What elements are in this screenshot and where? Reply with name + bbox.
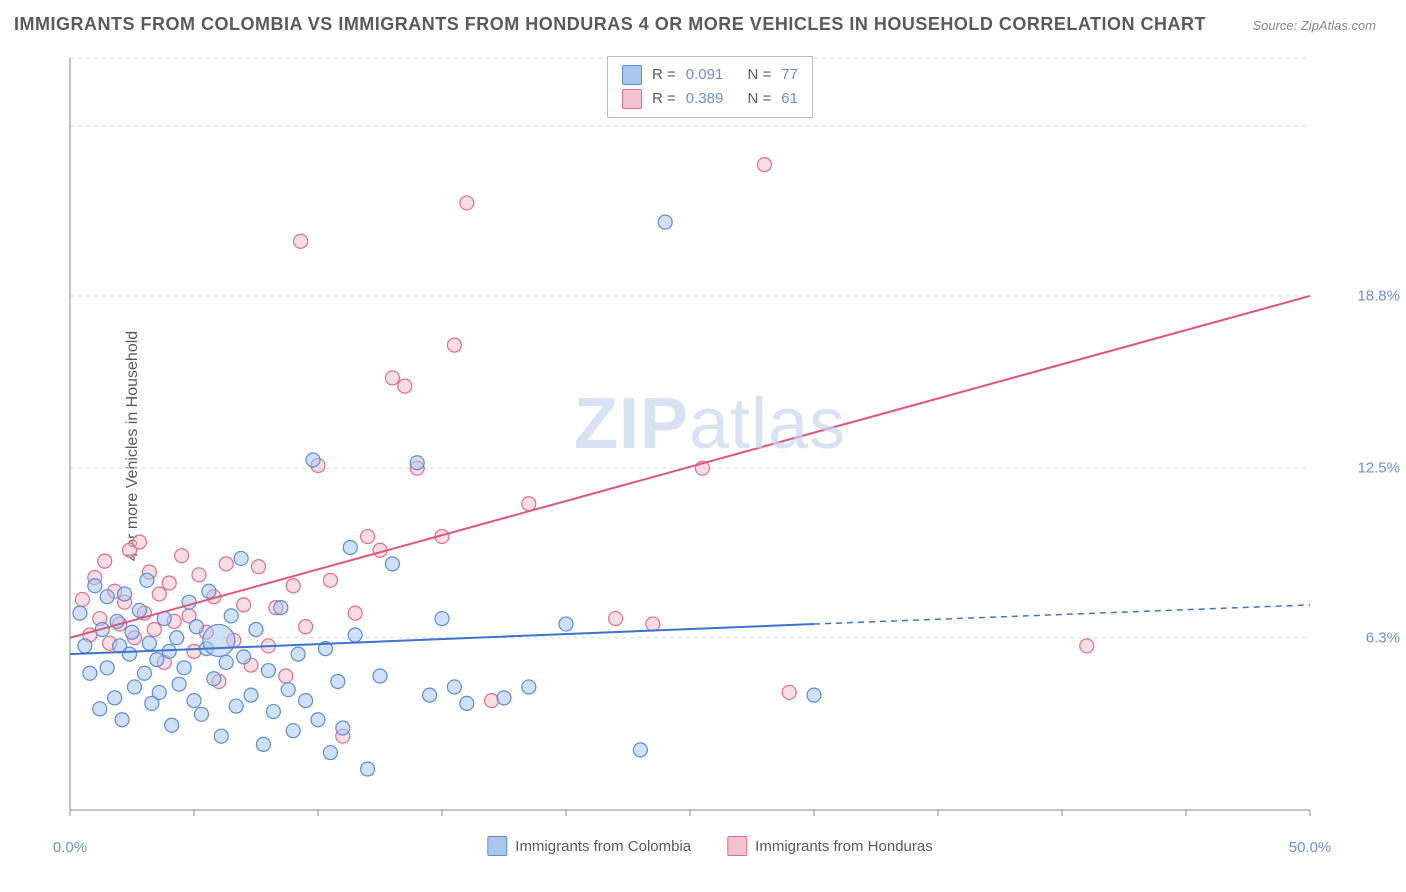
n-label: N =	[748, 87, 772, 111]
n-label: N =	[748, 63, 772, 87]
r-value-honduras: 0.389	[686, 87, 724, 111]
y-tick-label: 18.8%	[1357, 287, 1400, 304]
r-value-colombia: 0.091	[686, 63, 724, 87]
swatch-colombia	[622, 65, 642, 85]
x-tick-label: 50.0%	[1289, 839, 1332, 856]
scatter-chart: ZIPatlas R = 0.091 N = 77 R = 0.389 N = …	[60, 50, 1360, 830]
legend-label-honduras: Immigrants from Honduras	[755, 838, 933, 855]
n-value-colombia: 77	[781, 63, 798, 87]
swatch-honduras	[622, 89, 642, 109]
legend-item-colombia: Immigrants from Colombia	[487, 836, 691, 856]
chart-title: IMMIGRANTS FROM COLOMBIA VS IMMIGRANTS F…	[14, 14, 1206, 35]
series-legend: Immigrants from Colombia Immigrants from…	[487, 836, 932, 856]
n-value-honduras: 61	[781, 87, 798, 111]
correlation-legend: R = 0.091 N = 77 R = 0.389 N = 61	[607, 56, 813, 118]
chart-svg	[60, 50, 1360, 830]
legend-label-colombia: Immigrants from Colombia	[515, 838, 691, 855]
swatch-colombia	[487, 836, 507, 856]
x-tick-label: 0.0%	[53, 839, 87, 856]
swatch-honduras	[727, 836, 747, 856]
r-label: R =	[652, 87, 676, 111]
legend-row-colombia: R = 0.091 N = 77	[622, 63, 798, 87]
y-tick-label: 12.5%	[1357, 460, 1400, 477]
y-tick-label: 6.3%	[1366, 629, 1400, 646]
legend-row-honduras: R = 0.389 N = 61	[622, 87, 798, 111]
r-label: R =	[652, 63, 676, 87]
legend-item-honduras: Immigrants from Honduras	[727, 836, 933, 856]
source-attribution: Source: ZipAtlas.com	[1252, 18, 1376, 33]
